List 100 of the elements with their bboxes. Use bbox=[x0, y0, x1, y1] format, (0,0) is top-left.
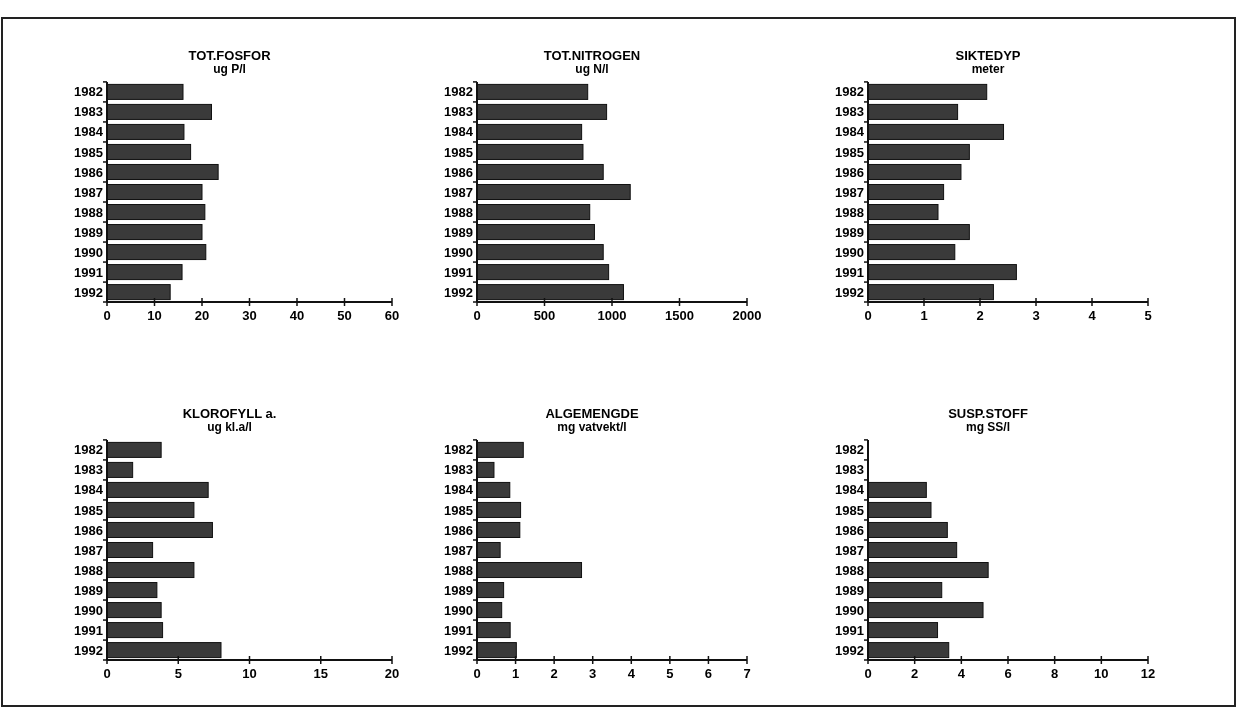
chart-title: TOT.NITROGEN bbox=[543, 48, 641, 63]
y-tick-label: 1982 bbox=[835, 84, 864, 100]
y-tick-label: 1984 bbox=[444, 124, 474, 140]
x-tick-label: 40 bbox=[289, 308, 305, 323]
x-tick-label: 0 bbox=[864, 666, 872, 681]
x-tick-label: 5 bbox=[1144, 308, 1152, 323]
x-tick-label: 60 bbox=[384, 308, 400, 323]
y-tick-label: 1985 bbox=[74, 502, 103, 518]
y-tick-label: 1989 bbox=[835, 224, 864, 240]
y-tick-label: 1992 bbox=[444, 642, 473, 658]
y-tick-label: 1984 bbox=[74, 124, 104, 140]
y-tick-label: 1991 bbox=[74, 264, 103, 280]
y-tick-label: 1984 bbox=[835, 124, 865, 140]
y-tick-label: 1991 bbox=[835, 264, 864, 280]
chart-subtitle: ug N/l bbox=[575, 62, 609, 76]
y-tick-label: 1983 bbox=[74, 104, 103, 120]
x-tick-label: 15 bbox=[313, 666, 328, 681]
x-tick-label: 5 bbox=[174, 666, 182, 681]
y-tick-label: 1990 bbox=[835, 602, 864, 618]
y-tick-label: 1988 bbox=[444, 562, 473, 578]
x-tick-label: 2000 bbox=[732, 308, 762, 323]
y-tick-label: 1991 bbox=[444, 622, 473, 638]
y-tick-label: 1992 bbox=[74, 284, 103, 300]
x-tick-label: 0 bbox=[473, 308, 481, 323]
x-tick-label: 1 bbox=[511, 666, 520, 681]
y-tick-label: 1986 bbox=[835, 522, 864, 538]
x-tick-label: 8 bbox=[1051, 666, 1059, 681]
y-tick-label: 1988 bbox=[835, 204, 864, 220]
y-tick-label: 1986 bbox=[444, 164, 473, 180]
y-tick-label: 1990 bbox=[74, 244, 103, 260]
y-tick-label: 1986 bbox=[74, 164, 103, 180]
x-tick-label: 3 bbox=[589, 666, 597, 681]
y-tick-label: 1991 bbox=[444, 264, 473, 280]
x-tick-label: 2 bbox=[976, 308, 984, 323]
x-tick-label: 7 bbox=[743, 666, 751, 681]
x-tick-label: 3 bbox=[1032, 308, 1040, 323]
y-tick-label: 1982 bbox=[444, 442, 473, 458]
y-tick-label: 1989 bbox=[444, 582, 473, 598]
y-tick-label: 1985 bbox=[444, 144, 473, 160]
y-tick-label: 1983 bbox=[835, 462, 864, 478]
y-tick-label: 1990 bbox=[835, 244, 864, 260]
chart-title: SUSP.STOFF bbox=[948, 406, 1028, 421]
y-tick-label: 1991 bbox=[835, 622, 864, 638]
y-tick-label: 1985 bbox=[835, 144, 864, 160]
y-tick-label: 1988 bbox=[835, 562, 864, 578]
y-tick-label: 1983 bbox=[444, 462, 473, 478]
chart-subtitle: ug P/l bbox=[213, 62, 246, 76]
x-tick-label: 0 bbox=[103, 666, 111, 681]
x-tick-label: 0 bbox=[103, 308, 111, 323]
chart-title: SIKTEDYP bbox=[955, 48, 1021, 63]
x-tick-label: 1500 bbox=[665, 308, 694, 323]
x-tick-label: 20 bbox=[194, 308, 210, 323]
y-tick-label: 1987 bbox=[74, 542, 103, 558]
y-tick-label: 1987 bbox=[74, 184, 103, 200]
y-tick-label: 1983 bbox=[74, 462, 103, 478]
x-tick-label: 30 bbox=[242, 308, 257, 323]
y-tick-label: 1989 bbox=[74, 224, 103, 240]
x-tick-label: 2 bbox=[550, 666, 558, 681]
y-tick-label: 1988 bbox=[74, 204, 103, 220]
y-tick-label: 1982 bbox=[74, 84, 103, 100]
x-tick-label: 0 bbox=[473, 666, 481, 681]
x-tick-label: 4 bbox=[957, 666, 966, 681]
y-tick-label: 1988 bbox=[74, 562, 103, 578]
chart-subtitle: meter bbox=[971, 62, 1005, 76]
chart-title: ALGEMENGDE bbox=[545, 406, 639, 421]
y-tick-label: 1985 bbox=[74, 144, 103, 160]
y-tick-label: 1992 bbox=[835, 642, 864, 658]
x-tick-label: 20 bbox=[384, 666, 400, 681]
x-tick-label: 2 bbox=[911, 666, 919, 681]
x-tick-label: 6 bbox=[1004, 666, 1012, 681]
chart-title: TOT.FOSFOR bbox=[188, 48, 272, 63]
x-tick-label: 4 bbox=[1088, 308, 1097, 323]
x-tick-label: 6 bbox=[704, 666, 713, 681]
y-tick-label: 1984 bbox=[74, 482, 104, 498]
x-tick-label: 5 bbox=[666, 666, 674, 681]
x-tick-label: 10 bbox=[242, 666, 257, 681]
y-tick-label: 1992 bbox=[74, 642, 103, 658]
chart-subtitle: ug kl.a/l bbox=[207, 420, 252, 434]
y-tick-label: 1989 bbox=[74, 582, 103, 598]
y-tick-label: 1989 bbox=[835, 582, 864, 598]
y-tick-label: 1986 bbox=[444, 522, 473, 538]
x-tick-label: 10 bbox=[1094, 666, 1109, 681]
y-tick-label: 1987 bbox=[835, 184, 864, 200]
y-tick-label: 1991 bbox=[74, 622, 103, 638]
y-tick-label: 1983 bbox=[835, 104, 864, 120]
x-tick-label: 0 bbox=[864, 308, 872, 323]
y-tick-label: 1988 bbox=[444, 204, 473, 220]
y-tick-label: 1990 bbox=[444, 244, 473, 260]
x-tick-label: 12 bbox=[1140, 666, 1156, 681]
y-tick-label: 1990 bbox=[444, 602, 473, 618]
y-tick-label: 1987 bbox=[835, 542, 864, 558]
x-tick-label: 4 bbox=[627, 666, 636, 681]
y-tick-label: 1983 bbox=[444, 104, 473, 120]
y-tick-label: 1986 bbox=[835, 164, 864, 180]
y-tick-label: 1984 bbox=[835, 482, 865, 498]
y-tick-label: 1986 bbox=[74, 522, 103, 538]
y-tick-label: 1992 bbox=[444, 284, 473, 300]
x-tick-label: 1000 bbox=[597, 308, 627, 323]
x-tick-label: 10 bbox=[147, 308, 162, 323]
y-tick-label: 1985 bbox=[444, 502, 473, 518]
